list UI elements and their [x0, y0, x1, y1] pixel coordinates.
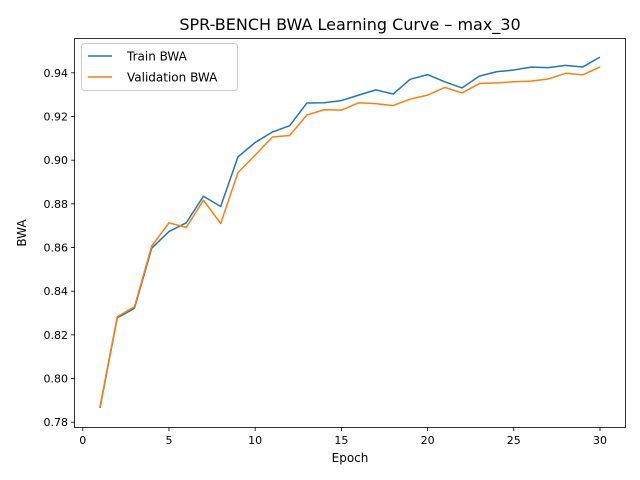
plot-frame [74, 38, 626, 428]
y-tick-label: 0.84 [44, 285, 69, 298]
series-line-validation-bwa [99, 66, 601, 407]
series-layer [99, 56, 601, 409]
legend-label-train-bwa: Train BWA [126, 50, 188, 64]
x-tick-label: 0 [79, 434, 86, 447]
legend-label-validation-bwa: Validation BWA [127, 71, 218, 85]
x-tick-label: 5 [165, 434, 172, 447]
y-tick-label: 0.88 [44, 198, 69, 211]
y-tick-label: 0.94 [44, 67, 69, 80]
y-tick-label: 0.86 [44, 242, 69, 255]
y-axis-label: BWA [15, 219, 29, 247]
series-line-train-bwa [99, 56, 601, 409]
y-axis-ticks: 0.78 0.80 0.82 0.84 0.86 0.88 0.90 0.92 0.94 [44, 67, 75, 429]
y-tick-label: 0.90 [44, 154, 69, 167]
y-tick-label: 0.92 [44, 111, 69, 124]
x-axis-ticks: 0 5 10 15 20 25 30 [79, 427, 607, 447]
y-tick-label: 0.78 [44, 416, 69, 429]
x-tick-label: 20 [421, 434, 435, 447]
y-tick-label: 0.80 [44, 373, 69, 386]
x-tick-label: 30 [593, 434, 607, 447]
legend-box [81, 43, 238, 91]
x-tick-label: 25 [507, 434, 521, 447]
y-tick-label: 0.82 [44, 329, 69, 342]
x-tick-label: 15 [334, 434, 348, 447]
x-axis-label: Epoch [332, 451, 369, 465]
x-tick-label: 10 [248, 434, 262, 447]
chart-title: SPR-BENCH BWA Learning Curve – max_30 [179, 15, 520, 35]
legend: Train BWA Validation BWA [81, 43, 238, 91]
